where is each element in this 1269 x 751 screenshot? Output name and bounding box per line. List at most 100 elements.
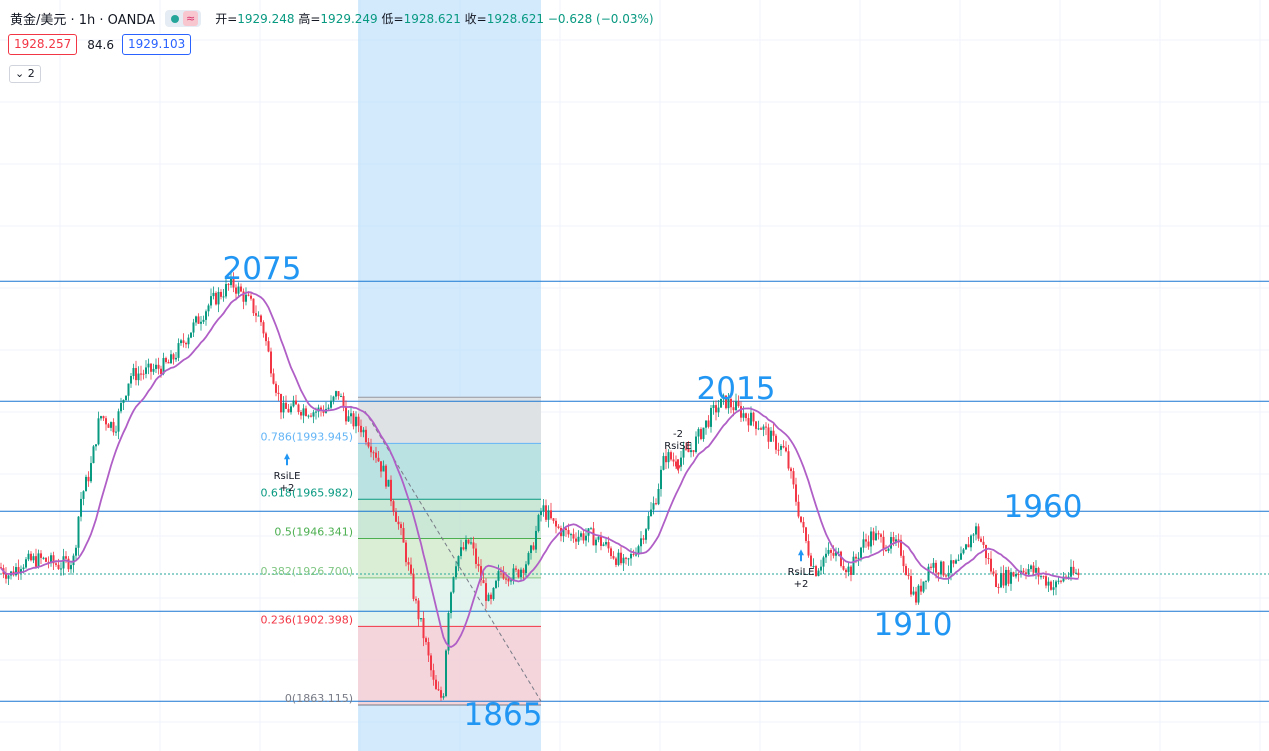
candle-body: [592, 528, 595, 546]
candle-body: [690, 450, 692, 453]
candle-body: [692, 450, 695, 452]
candle-body: [292, 400, 295, 407]
market-open-dot-icon: [170, 14, 179, 23]
candle-body: [250, 295, 252, 299]
candle-body: [705, 420, 707, 428]
candle-body: [797, 501, 800, 517]
candle-body: [440, 690, 442, 698]
candle-body: [307, 415, 310, 417]
candle-body: [135, 368, 137, 381]
buy-button[interactable]: 1929.103: [121, 34, 192, 55]
candle-body: [620, 552, 622, 564]
chevron-down-icon: ⌄: [15, 67, 25, 80]
candle-body: [147, 363, 150, 368]
candle-body: [580, 533, 582, 537]
candle-body: [615, 558, 617, 565]
candle-body: [25, 559, 27, 568]
candle-body: [865, 539, 867, 542]
candle-body: [210, 296, 212, 306]
candle-body: [237, 286, 240, 294]
candle-body: [522, 569, 525, 573]
candle-body: [375, 452, 377, 458]
candle-body: [585, 535, 587, 541]
market-status-toggle[interactable]: ≈: [164, 10, 202, 27]
candle-body: [550, 510, 552, 519]
candle-body: [507, 578, 510, 582]
candle-body: [217, 291, 220, 305]
candle-body: [355, 416, 357, 427]
candle-body: [402, 528, 405, 543]
candle-body: [290, 406, 292, 413]
candle-body: [462, 547, 465, 550]
candle-body: [382, 465, 385, 472]
candle-body: [942, 561, 945, 576]
candle-body: [650, 509, 652, 517]
symbol-title[interactable]: 黄金/美元 · 1h · OANDA: [10, 13, 155, 28]
candle-body: [555, 520, 557, 527]
candle-body: [902, 555, 905, 567]
candle-body: [395, 511, 397, 522]
candle-body: [140, 373, 142, 375]
candle-body: [895, 539, 897, 542]
price-annotations: 2075 2015 1960 1910 1865: [223, 251, 1083, 733]
fibonacci-retracement[interactable]: 0.786(1993.945) 0.618(1965.982) 0.5(1946.3…: [260, 410, 542, 706]
candle-body: [137, 373, 140, 381]
candle-body: [887, 548, 890, 551]
candle-body: [932, 562, 935, 568]
candle-body: [972, 534, 975, 536]
candle-body: [1015, 574, 1017, 577]
candle-body: [437, 689, 440, 691]
indicators-count: 2: [27, 67, 35, 80]
candle-body: [590, 528, 592, 530]
candle-body: [920, 585, 922, 592]
candle-body: [162, 357, 165, 375]
candle-body: [607, 542, 610, 549]
candle-body: [5, 574, 7, 579]
candle-body: [980, 538, 982, 542]
candle-body: [1035, 567, 1037, 573]
candle-body: [1077, 572, 1080, 576]
candle-body: [840, 551, 842, 567]
candle-body: [1070, 566, 1072, 577]
sell-button[interactable]: 1928.257: [8, 34, 78, 55]
candle-body: [427, 642, 430, 656]
candle-body: [767, 427, 770, 442]
candle-body: [312, 412, 315, 417]
candle-body: [975, 526, 977, 535]
signal-qty-label: +2: [280, 483, 295, 494]
candle-body: [867, 541, 870, 547]
price-annotation: 2015: [697, 371, 776, 407]
candle-body: [7, 575, 10, 579]
candle-body: [512, 568, 515, 581]
candle-body: [915, 591, 917, 603]
short-arrow-icon: [675, 459, 681, 472]
candle-body: [907, 575, 910, 577]
candle-body: [120, 402, 122, 412]
candle-body: [477, 563, 480, 567]
candle-body: [717, 407, 720, 413]
candle-body: [912, 591, 915, 595]
candle-body: [772, 430, 775, 436]
candle-body: [812, 566, 815, 568]
indicators-toggle[interactable]: ⌄ 2: [9, 65, 41, 83]
candle-body: [465, 539, 467, 550]
candle-body: [685, 448, 687, 450]
candle-body: [392, 501, 395, 512]
candle-body: [192, 322, 195, 333]
candle-body: [935, 562, 937, 573]
candle-body: [732, 407, 735, 411]
candle-body: [0, 567, 2, 569]
candle-body: [212, 292, 215, 297]
candle-body: [545, 505, 547, 520]
candle-body: [737, 401, 740, 407]
candle-body: [200, 321, 202, 324]
candle-body: [835, 552, 837, 556]
candle-body: [947, 572, 950, 577]
candle-body: [532, 545, 535, 550]
candle-body: [405, 542, 407, 563]
high-value: 1929.249: [320, 12, 378, 26]
candle-body: [500, 571, 502, 573]
candle-body: [577, 536, 580, 542]
